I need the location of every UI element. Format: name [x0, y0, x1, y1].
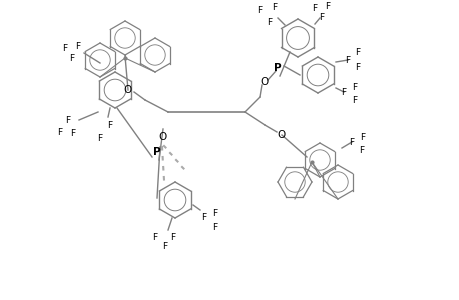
Text: F: F: [57, 128, 62, 136]
Text: O: O: [277, 130, 285, 140]
Text: F: F: [267, 17, 272, 26]
Text: F: F: [345, 56, 350, 64]
Text: F: F: [355, 62, 360, 71]
Text: F: F: [75, 41, 80, 50]
Text: F: F: [325, 2, 330, 10]
Text: F: F: [319, 13, 324, 22]
Text: F: F: [349, 137, 354, 146]
Text: F: F: [152, 232, 157, 242]
Text: O: O: [260, 77, 269, 87]
Text: O: O: [158, 132, 167, 142]
Text: F: F: [358, 146, 364, 154]
Text: F: F: [107, 121, 112, 130]
Text: F: F: [170, 232, 175, 242]
Text: F: F: [69, 53, 74, 62]
Text: F: F: [352, 95, 357, 104]
Text: F: F: [62, 44, 67, 52]
Text: F: F: [312, 4, 317, 13]
Text: F: F: [355, 47, 360, 56]
Text: F: F: [65, 116, 70, 124]
Text: P: P: [274, 63, 281, 73]
Text: F: F: [257, 5, 262, 14]
Text: F: F: [162, 242, 167, 251]
Text: F: F: [70, 128, 75, 137]
Text: F: F: [341, 88, 346, 97]
Text: F: F: [201, 214, 206, 223]
Text: O: O: [123, 85, 132, 95]
Text: F: F: [272, 2, 277, 11]
Text: F: F: [212, 224, 217, 232]
Text: F: F: [97, 134, 102, 142]
Text: F: F: [352, 82, 357, 91]
Text: P: P: [153, 147, 161, 157]
Text: F: F: [360, 133, 365, 142]
Text: F: F: [212, 208, 217, 217]
